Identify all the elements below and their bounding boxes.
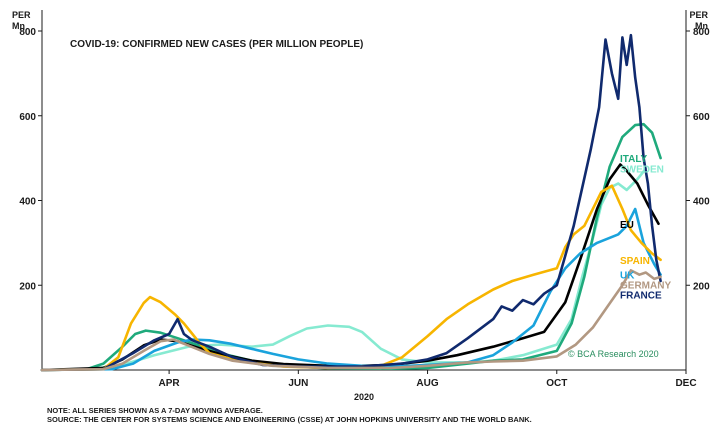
x-tick-label-1: JUN bbox=[288, 378, 308, 389]
legend-label-france: FRANCE bbox=[620, 291, 662, 302]
x-tick-label-0: APR bbox=[159, 378, 181, 389]
x-tick-label-3: OCT bbox=[546, 378, 567, 389]
ticks-layer: 200 200 400 400 600 600 800 800 APR JUN AUG OCT DEC bbox=[19, 27, 710, 389]
note-source: SOURCE: THE CENTER FOR SYSTEMS SCIENCE A… bbox=[47, 415, 532, 424]
y-tick-label-right-3: 800 bbox=[693, 27, 710, 38]
y-tick-label-right-0: 200 bbox=[693, 281, 710, 292]
series-layer bbox=[40, 33, 662, 372]
legend-label-italy: ITALY bbox=[620, 154, 648, 165]
right-axis-unit-line1: PER bbox=[689, 10, 708, 20]
x-tick-label-4: DEC bbox=[675, 378, 696, 389]
y-tick-label-left-3: 800 bbox=[19, 27, 36, 38]
y-tick-label-right-1: 400 bbox=[693, 197, 710, 208]
legend-label-germany: GERMANY bbox=[620, 281, 671, 292]
series-line-germany bbox=[40, 269, 662, 372]
chart-credit: © BCA Research 2020 bbox=[568, 349, 659, 359]
legend-label-sweden: SWEDEN bbox=[620, 165, 664, 176]
left-axis-unit-line2: Mn bbox=[12, 21, 25, 31]
legend-label-uk: UK bbox=[620, 271, 635, 282]
x-axis-title: 2020 bbox=[354, 392, 374, 402]
right-axis-unit-line2: Mn bbox=[695, 21, 708, 31]
series-line-france bbox=[40, 33, 662, 372]
y-tick-label-left-0: 200 bbox=[19, 281, 36, 292]
series-line-uk bbox=[40, 207, 662, 372]
x-tick-label-2: AUG bbox=[416, 378, 438, 389]
y-tick-label-left-2: 600 bbox=[19, 112, 36, 123]
series-line-spain bbox=[40, 184, 662, 372]
y-tick-label-right-2: 600 bbox=[693, 112, 710, 123]
chart-title: COVID-19: CONFIRMED NEW CASES (PER MILLI… bbox=[70, 39, 363, 50]
series-line-italy bbox=[40, 122, 662, 372]
legend-label-eu: EU bbox=[620, 220, 634, 231]
note-moving-average: NOTE: ALL SERIES SHOWN AS A 7-DAY MOVING… bbox=[47, 406, 263, 415]
legend-label-spain: SPAIN bbox=[620, 256, 650, 267]
y-tick-label-left-1: 400 bbox=[19, 197, 36, 208]
left-axis-unit-line1: PER bbox=[12, 10, 31, 20]
